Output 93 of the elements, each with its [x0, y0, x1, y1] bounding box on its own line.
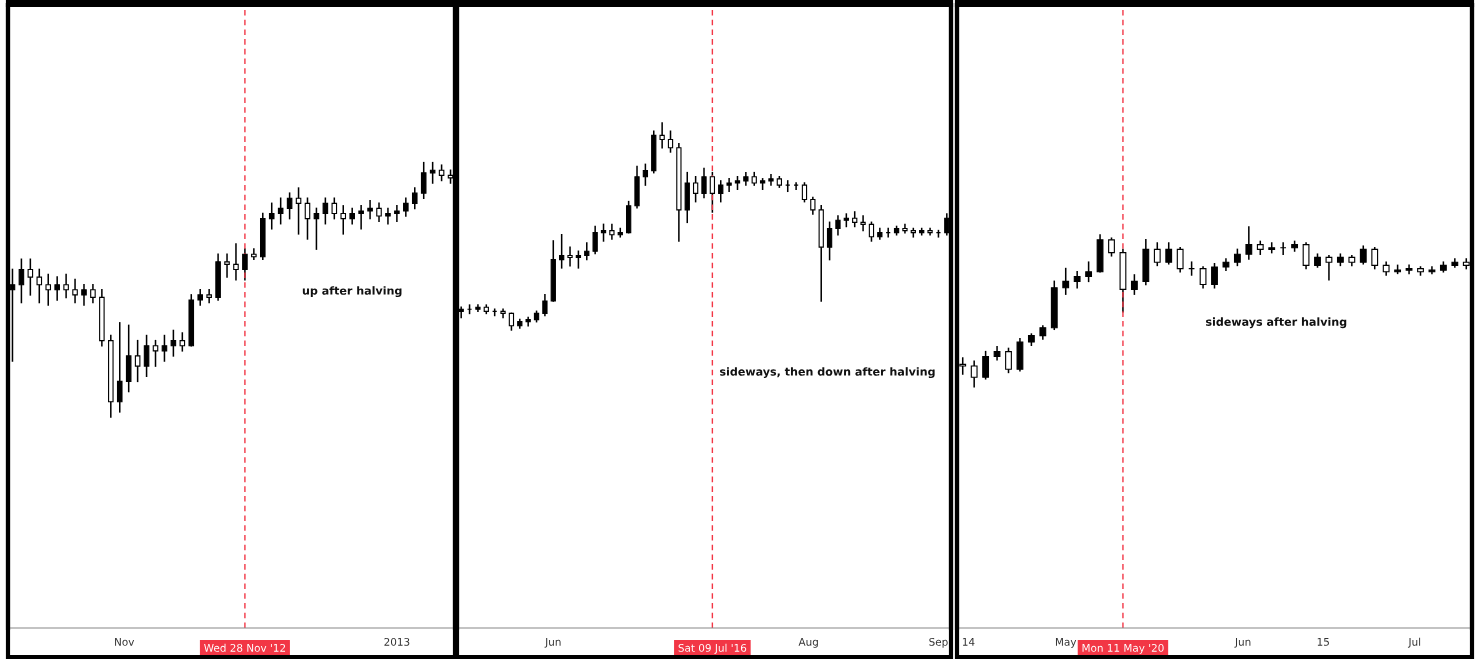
- candlestick: [567, 246, 573, 267]
- candlestick: [642, 163, 649, 186]
- candlestick: [385, 207, 391, 225]
- candlestick: [927, 227, 933, 236]
- x-tick-label: Aug: [798, 638, 818, 648]
- candlestick: [277, 197, 284, 225]
- candlestick: [718, 180, 724, 203]
- candlestick: [72, 278, 78, 304]
- candlestick: [322, 197, 329, 225]
- candlestick: [9, 268, 16, 362]
- candlestick: [116, 322, 123, 413]
- candlestick: [143, 334, 150, 378]
- candlestick: [667, 130, 674, 153]
- candlestick: [331, 197, 338, 220]
- x-tick-label: Jul: [1407, 637, 1421, 648]
- candlestick: [367, 200, 373, 220]
- candlestick: [1153, 242, 1161, 267]
- candlestick: [242, 248, 248, 281]
- annotation: up after halving: [302, 286, 402, 297]
- candlestick: [902, 223, 908, 234]
- candlestick: [692, 176, 699, 203]
- candlestick: [224, 253, 230, 278]
- ref-line-label: Wed 28 Nov '12: [204, 643, 286, 652]
- candlestick: [1371, 247, 1379, 270]
- candlestick: [944, 213, 950, 236]
- candlestick: [340, 205, 347, 235]
- candlestick: [970, 360, 978, 388]
- candlestick: [161, 334, 168, 362]
- candlestick: [609, 223, 615, 240]
- text: sideways, then down after halving: [720, 367, 935, 378]
- candlestick: [268, 202, 275, 230]
- x-tick-label: May: [1055, 638, 1077, 648]
- x-tick-label: 14: [962, 638, 975, 646]
- candlestick: [411, 187, 418, 210]
- candlestick: [45, 273, 52, 306]
- x-tick-label: 2013: [384, 637, 410, 646]
- candlestick: [233, 243, 239, 281]
- candlestick: [295, 187, 302, 235]
- candlestick: [1130, 274, 1138, 295]
- candlestick: [1176, 247, 1184, 273]
- candlestick: [81, 283, 87, 306]
- candlestick: [1073, 271, 1081, 289]
- candlestick: [420, 161, 427, 200]
- ref-line-label: Sat 09 Jul '16: [678, 643, 747, 654]
- candlestick: [801, 182, 808, 203]
- candlestick: [1405, 264, 1413, 275]
- candlestick: [500, 308, 506, 319]
- candlestick: [1199, 266, 1207, 289]
- candlestick: [458, 306, 464, 319]
- ref-line-label: Mon 11 May '20: [1082, 643, 1164, 654]
- candlestick: [542, 294, 548, 317]
- candlestick: [27, 258, 34, 296]
- candlestick: [1451, 258, 1459, 268]
- candlestick: [982, 350, 990, 380]
- candlestick: [251, 248, 257, 261]
- candlestick: [475, 304, 481, 313]
- candlestick: [592, 225, 598, 255]
- candlestick: [1005, 347, 1012, 374]
- x-tick-label: Sep: [929, 637, 948, 648]
- candlestick: [525, 316, 531, 327]
- x-tick-label: Jun: [544, 638, 561, 648]
- candlestick: [63, 273, 69, 299]
- candlestick: [313, 207, 320, 250]
- candlestick: [206, 289, 212, 304]
- candlestick: [36, 268, 43, 304]
- candlestick: [584, 242, 590, 261]
- candlestick: [559, 233, 565, 269]
- candlestick: [134, 339, 141, 383]
- x-tick-label: Jun: [1234, 638, 1251, 648]
- candlestick: [1165, 242, 1173, 265]
- candlestick: [768, 173, 774, 186]
- annotation: sideways after halving: [1206, 317, 1347, 329]
- candlestick: [170, 329, 177, 357]
- x-tick-label: 15: [1317, 638, 1329, 646]
- candlestick: [54, 276, 60, 301]
- candlestick: [726, 178, 732, 193]
- x-tick-label: Nov: [115, 638, 135, 646]
- candlestick: [1245, 226, 1253, 260]
- candlestick: [1062, 267, 1070, 295]
- candlestick: [868, 221, 875, 242]
- candlestick: [835, 215, 841, 236]
- candlestick: [701, 167, 707, 199]
- candlestick: [358, 205, 364, 230]
- candlestick: [1085, 261, 1093, 283]
- candlestick: [826, 221, 833, 261]
- candlestick: [860, 215, 866, 232]
- candlestick: [152, 339, 159, 367]
- candlestick: [429, 161, 436, 184]
- candlestick: [394, 205, 400, 222]
- candlestick: [1302, 242, 1310, 270]
- candlestick: [659, 122, 665, 149]
- candlestick: [1211, 263, 1218, 289]
- candlestick: [1325, 255, 1333, 281]
